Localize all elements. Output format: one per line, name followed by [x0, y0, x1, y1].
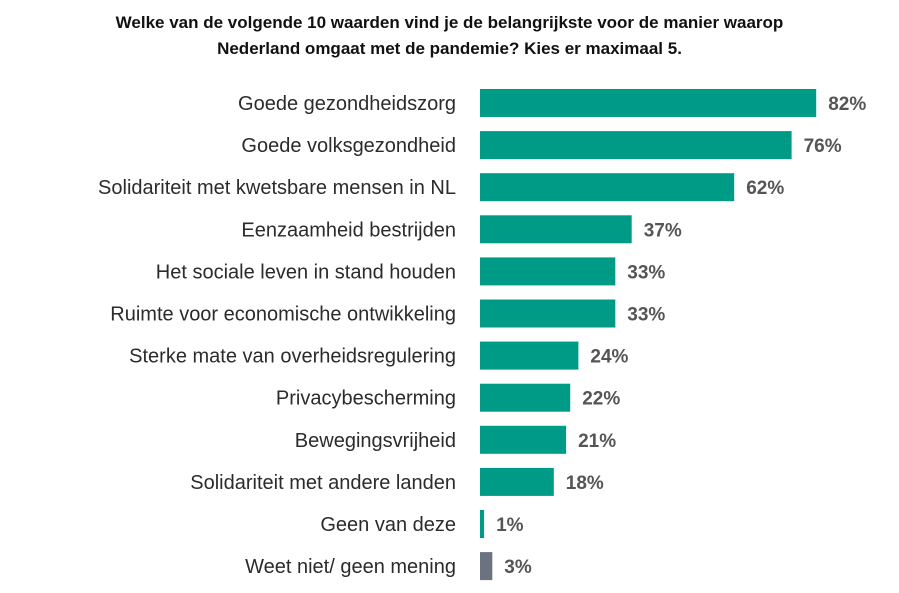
- value-label: 82%: [828, 94, 866, 115]
- chart-title-line-1: Welke van de volgende 10 waarden vind je…: [115, 13, 784, 32]
- category-label: Privacybescherming: [276, 388, 456, 410]
- category-label: Het sociale leven in stand houden: [156, 261, 456, 283]
- bar: [480, 89, 817, 117]
- bar: [480, 510, 485, 538]
- bar: [480, 383, 571, 412]
- value-label: 76%: [804, 136, 842, 157]
- value-label: 62%: [746, 178, 784, 199]
- value-label: 21%: [578, 431, 616, 452]
- category-label: Goede volksgezondheid: [241, 135, 456, 157]
- category-label: Ruimte voor economische ontwikkeling: [110, 304, 456, 326]
- value-label: 3%: [504, 557, 532, 578]
- category-label: Goede gezondheidszorg: [238, 93, 456, 115]
- bar: [480, 257, 616, 286]
- category-label: Solidariteit met kwetsbare mensen in NL: [98, 177, 456, 199]
- bar: [480, 131, 792, 160]
- category-label: Bewegingsvrijheid: [295, 430, 456, 452]
- category-label: Eenzaamheid bestrijden: [241, 219, 456, 241]
- bar: [480, 299, 616, 328]
- chart-title: Welke van de volgende 10 waarden vind je…: [0, 10, 899, 62]
- value-label: 33%: [627, 262, 665, 283]
- bar: [480, 425, 567, 454]
- value-label: 1%: [496, 515, 524, 536]
- value-label: 18%: [566, 473, 604, 494]
- category-label: Weet niet/ geen mening: [245, 556, 456, 578]
- value-label: 24%: [590, 347, 628, 368]
- bar: [480, 467, 554, 496]
- bar: [480, 215, 632, 244]
- value-label: 33%: [627, 305, 665, 326]
- value-label: 22%: [582, 389, 620, 410]
- category-label: Sterke mate van overheidsregulering: [129, 346, 456, 368]
- bar: [480, 341, 579, 370]
- bar: [480, 552, 493, 581]
- value-label: 37%: [644, 220, 682, 241]
- category-label: Solidariteit met andere landen: [190, 472, 456, 494]
- chart-title-line-2: Nederland omgaat met de pandemie? Kies e…: [217, 39, 682, 58]
- category-label: Geen van deze: [320, 514, 456, 536]
- bar: [480, 173, 735, 202]
